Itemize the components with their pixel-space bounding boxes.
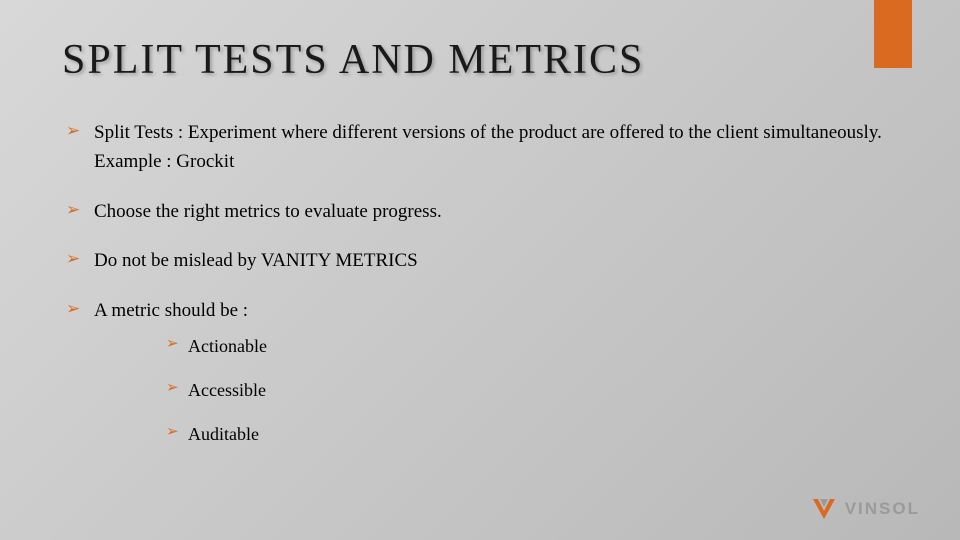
list-item: Do not be mislead by VANITY METRICS [66,246,898,275]
list-item: Auditable [166,421,898,449]
logo-text: VINSOL [845,499,920,519]
list-item: Actionable [166,333,898,361]
list-item: A metric should be : Actionable Accessib… [66,296,898,449]
bullet-text: Choose the right metrics to evaluate pro… [94,201,442,222]
sub-bullet-text: Auditable [188,424,259,444]
sub-bullet-text: Actionable [188,336,267,356]
sub-bullet-list: Actionable Accessible Auditable [94,333,898,449]
logo-v-icon [811,496,837,522]
list-item: Choose the right metrics to evaluate pro… [66,197,898,226]
sub-bullet-text: Accessible [188,380,266,400]
bullet-text: Do not be mislead by VANITY METRICS [94,250,418,271]
main-bullet-list: Split Tests : Experiment where different… [62,118,898,449]
brand-logo: VINSOL [811,496,920,522]
list-item: Accessible [166,377,898,405]
slide-title: SPLIT TESTS AND METRICS [62,36,898,84]
accent-bar [874,0,912,68]
list-item: Split Tests : Experiment where different… [66,118,898,177]
slide-content: SPLIT TESTS AND METRICS Split Tests : Ex… [0,0,960,489]
bullet-text: A metric should be : [94,300,248,321]
bullet-text: Split Tests : Experiment where different… [94,122,882,172]
